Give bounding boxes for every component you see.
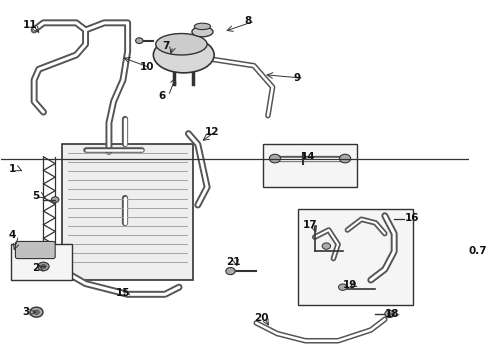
Ellipse shape bbox=[153, 37, 214, 73]
Text: 9: 9 bbox=[293, 73, 300, 83]
Circle shape bbox=[339, 154, 350, 163]
Text: 4: 4 bbox=[8, 230, 16, 240]
Bar bbox=[263, 144, 356, 187]
Circle shape bbox=[269, 154, 280, 163]
Text: 0.7: 0.7 bbox=[468, 247, 487, 256]
Ellipse shape bbox=[194, 23, 210, 30]
Bar bbox=[11, 244, 71, 280]
Circle shape bbox=[225, 267, 235, 275]
Circle shape bbox=[38, 262, 49, 271]
Ellipse shape bbox=[155, 33, 207, 55]
Text: 8: 8 bbox=[244, 16, 251, 26]
Bar bbox=[62, 144, 193, 280]
Text: 21: 21 bbox=[225, 257, 240, 267]
Circle shape bbox=[51, 197, 59, 203]
Circle shape bbox=[322, 243, 330, 249]
Text: 3: 3 bbox=[22, 307, 30, 317]
Circle shape bbox=[30, 307, 43, 317]
Ellipse shape bbox=[192, 27, 213, 37]
Text: 6: 6 bbox=[158, 91, 165, 101]
Circle shape bbox=[384, 310, 393, 318]
Circle shape bbox=[387, 312, 390, 315]
Text: 20: 20 bbox=[253, 312, 268, 323]
Bar bbox=[298, 208, 412, 305]
Text: 2: 2 bbox=[32, 262, 39, 273]
Circle shape bbox=[34, 310, 39, 314]
Circle shape bbox=[41, 265, 46, 268]
Text: 16: 16 bbox=[404, 212, 418, 222]
Text: 7: 7 bbox=[163, 41, 170, 51]
Text: 5: 5 bbox=[32, 191, 39, 201]
Circle shape bbox=[338, 284, 346, 291]
Text: 1: 1 bbox=[8, 164, 16, 174]
Text: 15: 15 bbox=[116, 288, 130, 297]
Text: 14: 14 bbox=[300, 152, 315, 162]
Circle shape bbox=[135, 38, 143, 44]
Text: 12: 12 bbox=[204, 127, 219, 137]
Text: 19: 19 bbox=[342, 280, 356, 291]
Text: 18: 18 bbox=[384, 309, 399, 319]
FancyBboxPatch shape bbox=[16, 242, 55, 258]
Text: 10: 10 bbox=[139, 63, 154, 72]
Text: 17: 17 bbox=[303, 220, 317, 230]
Text: 11: 11 bbox=[22, 19, 37, 30]
